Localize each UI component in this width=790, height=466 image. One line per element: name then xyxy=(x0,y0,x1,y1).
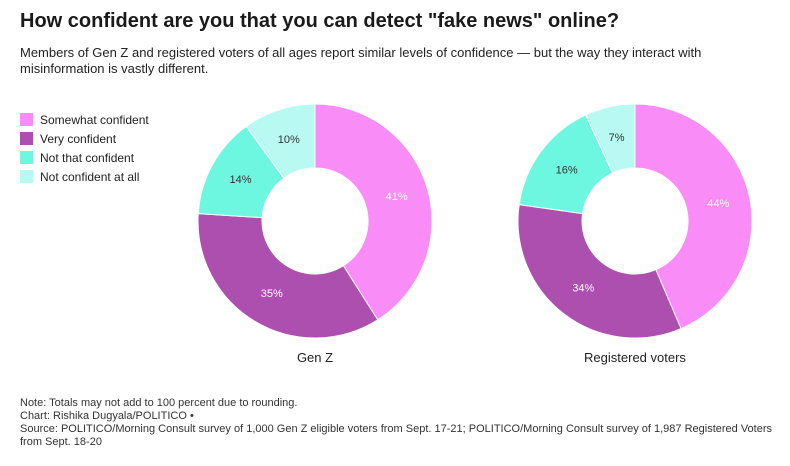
legend-swatch xyxy=(20,132,33,145)
data-label-somewhat-confident: 41% xyxy=(386,191,408,203)
chart-subtitle: Members of Gen Z and registered voters o… xyxy=(20,45,702,76)
legend-label: Not that confident xyxy=(40,150,135,165)
chart-title: How confident are you that you can detec… xyxy=(20,10,620,32)
footnotes: Note: Totals may not add to 100 percent … xyxy=(20,397,780,449)
data-label-not-that-confident: 16% xyxy=(556,164,578,176)
legend-item-very-confident: Very confident xyxy=(20,129,149,148)
donut-gen-z: 41% 35% 14% 10% xyxy=(197,103,433,339)
source-text: Source: POLITICO/Morning Consult survey … xyxy=(20,423,773,448)
credit-text: Chart: Rishika Dugyala/POLITICO • xyxy=(20,410,194,422)
legend-label: Not confident at all xyxy=(40,169,140,184)
donut-charts: 41% 35% 14% 10% 44% 34% 16% 7% Gen Z Registere… xyxy=(197,103,753,365)
donut-title-gen-z: Gen Z xyxy=(297,350,333,365)
slice-very-confident xyxy=(197,213,379,339)
data-label-not-confident-at-all: 10% xyxy=(278,134,300,146)
legend-swatch xyxy=(20,151,33,164)
donut-registered-voters: 44% 34% 16% 7% xyxy=(517,103,753,339)
legend-item-not-confident-at-all: Not confident at all xyxy=(20,167,149,186)
slice-somewhat-confident xyxy=(634,103,753,330)
legend-label: Somewhat confident xyxy=(40,112,149,127)
legend-item-somewhat-confident: Somewhat confident xyxy=(20,110,149,129)
data-label-very-confident: 34% xyxy=(572,282,594,294)
note-text: Note: Totals may not add to 100 percent … xyxy=(20,397,298,409)
data-label-somewhat-confident: 44% xyxy=(707,198,729,210)
legend-swatch xyxy=(20,113,33,126)
slice-somewhat-confident xyxy=(314,103,433,321)
legend-label: Very confident xyxy=(40,131,117,146)
donut-title-registered-voters: Registered voters xyxy=(584,350,686,365)
slice-not-confident-at-all xyxy=(584,103,636,174)
legend-item-not-that-confident: Not that confident xyxy=(20,148,149,167)
data-label-not-that-confident: 14% xyxy=(229,174,251,186)
data-label-very-confident: 35% xyxy=(261,288,283,300)
slice-very-confident xyxy=(517,204,682,339)
data-label-not-confident-at-all: 7% xyxy=(609,132,625,144)
legend-swatch xyxy=(20,170,33,183)
legend: Somewhat confident Very confident Not th… xyxy=(20,110,149,186)
slice-not-confident-at-all xyxy=(245,103,316,179)
